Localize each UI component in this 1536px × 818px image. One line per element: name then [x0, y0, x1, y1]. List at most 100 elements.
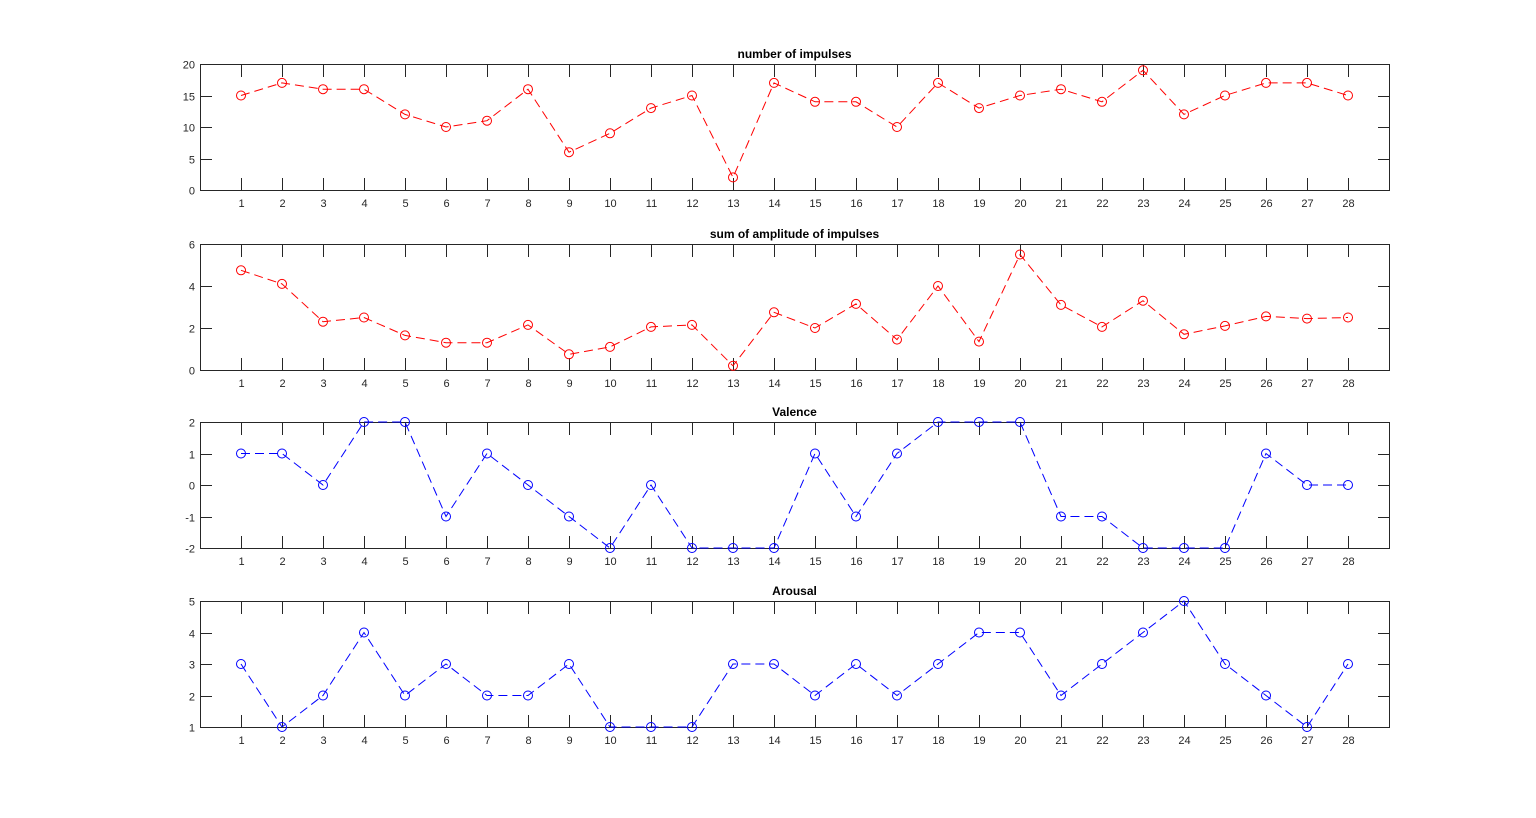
x-tick-label: 11: [646, 378, 657, 390]
x-tick-label: 28: [1342, 735, 1354, 747]
x-tick-label: 3: [320, 556, 326, 568]
y-tick-label: 2: [189, 418, 195, 430]
x-tick-label: 9: [566, 378, 572, 390]
data-point: [1302, 480, 1312, 490]
y-tick-label: 5: [189, 155, 195, 167]
x-tick-label: 2: [279, 378, 285, 390]
data-point: [605, 128, 615, 139]
data-point: [810, 690, 820, 701]
data-point: [1015, 417, 1025, 427]
data-point: [687, 543, 697, 553]
x-tick-label: 12: [686, 378, 698, 390]
x-tick-label: 14: [768, 735, 780, 747]
x-tick-label: 13: [727, 556, 739, 568]
chart-title: number of impulses: [737, 47, 851, 61]
data-point: [236, 659, 246, 669]
data-point: [1056, 299, 1066, 310]
axes-box: [200, 244, 1390, 371]
data-point: [318, 316, 328, 327]
x-tick-label: 19: [973, 556, 985, 568]
x-tick-label: 4: [361, 735, 367, 747]
x-tick-label: 17: [891, 378, 903, 390]
x-tick-label: 22: [1096, 378, 1108, 390]
data-point: [1302, 722, 1312, 732]
x-tick-label: 25: [1219, 556, 1231, 568]
data-point: [769, 307, 779, 318]
data-point: [1220, 320, 1230, 331]
data-point: [851, 511, 861, 522]
data-point: [1343, 90, 1353, 101]
x-tick-label: 4: [361, 378, 367, 390]
data-point: [1261, 690, 1271, 701]
x-tick-label: 9: [566, 735, 572, 747]
data-point: [359, 312, 369, 323]
y-tick-label: 2: [189, 692, 195, 704]
x-tick-label: 23: [1137, 198, 1149, 210]
data-point: [851, 298, 861, 309]
x-tick-label: 28: [1342, 378, 1354, 390]
x-tick-label: 23: [1137, 556, 1149, 568]
data-point: [1097, 511, 1107, 522]
x-tick-label: 14: [768, 556, 780, 568]
series-line: [241, 421, 1348, 549]
x-tick-label: 17: [891, 198, 903, 210]
x-tick-label: 16: [850, 556, 862, 568]
x-tick-label: 10: [604, 556, 616, 568]
data-point: [1097, 96, 1107, 107]
x-tick-label: 10: [604, 198, 616, 210]
data-point: [851, 659, 861, 669]
data-point: [318, 690, 328, 701]
x-tick-label: 14: [768, 378, 780, 390]
y-tick-label: 0: [189, 481, 195, 493]
series-line: [240, 69, 1349, 179]
x-tick-label: 22: [1096, 198, 1108, 210]
x-tick-label: 6: [443, 378, 449, 390]
x-tick-label: 2: [279, 198, 285, 210]
data-point: [1056, 690, 1066, 701]
data-point: [441, 122, 451, 132]
data-point: [564, 147, 574, 158]
x-tick-label: 21: [1055, 735, 1067, 747]
data-point: [400, 330, 410, 341]
x-tick-label: 7: [484, 556, 490, 568]
x-tick-label: 18: [932, 198, 944, 210]
y-tick-label: 1: [189, 723, 195, 735]
x-tick-label: 6: [443, 198, 449, 210]
data-point: [359, 84, 369, 95]
data-point: [523, 480, 533, 490]
x-tick-label: 24: [1178, 198, 1190, 210]
x-tick-label: 17: [891, 556, 903, 568]
data-point: [564, 511, 574, 522]
data-point: [400, 109, 410, 120]
x-tick-label: 21: [1055, 378, 1067, 390]
y-tick-label: 0: [189, 186, 195, 198]
data-point: [810, 96, 820, 107]
chart-title: Valence: [772, 405, 817, 419]
data-point: [933, 417, 943, 427]
x-tick-label: 2: [279, 735, 285, 747]
x-tick-label: 12: [686, 735, 698, 747]
x-tick-label: 18: [932, 378, 944, 390]
data-point: [933, 659, 943, 669]
data-point: [687, 722, 697, 732]
x-tick-label: 9: [566, 556, 572, 568]
x-tick-label: 11: [646, 735, 657, 747]
x-tick-label: 19: [973, 198, 985, 210]
x-tick-label: 8: [525, 556, 531, 568]
chart-title: Arousal: [772, 584, 817, 598]
data-point: [646, 480, 656, 490]
x-tick-label: 16: [850, 198, 862, 210]
x-tick-label: 26: [1260, 198, 1272, 210]
x-tick-label: 1: [238, 735, 244, 747]
data-point: [482, 448, 492, 459]
data-point: [1302, 313, 1312, 324]
x-tick-label: 15: [809, 198, 821, 210]
x-tick-label: 22: [1096, 735, 1108, 747]
x-tick-label: 8: [525, 198, 531, 210]
data-point: [564, 349, 574, 360]
data-point: [769, 543, 779, 553]
data-point: [1220, 659, 1230, 669]
data-point: [1056, 84, 1066, 95]
x-tick-label: 7: [484, 198, 490, 210]
